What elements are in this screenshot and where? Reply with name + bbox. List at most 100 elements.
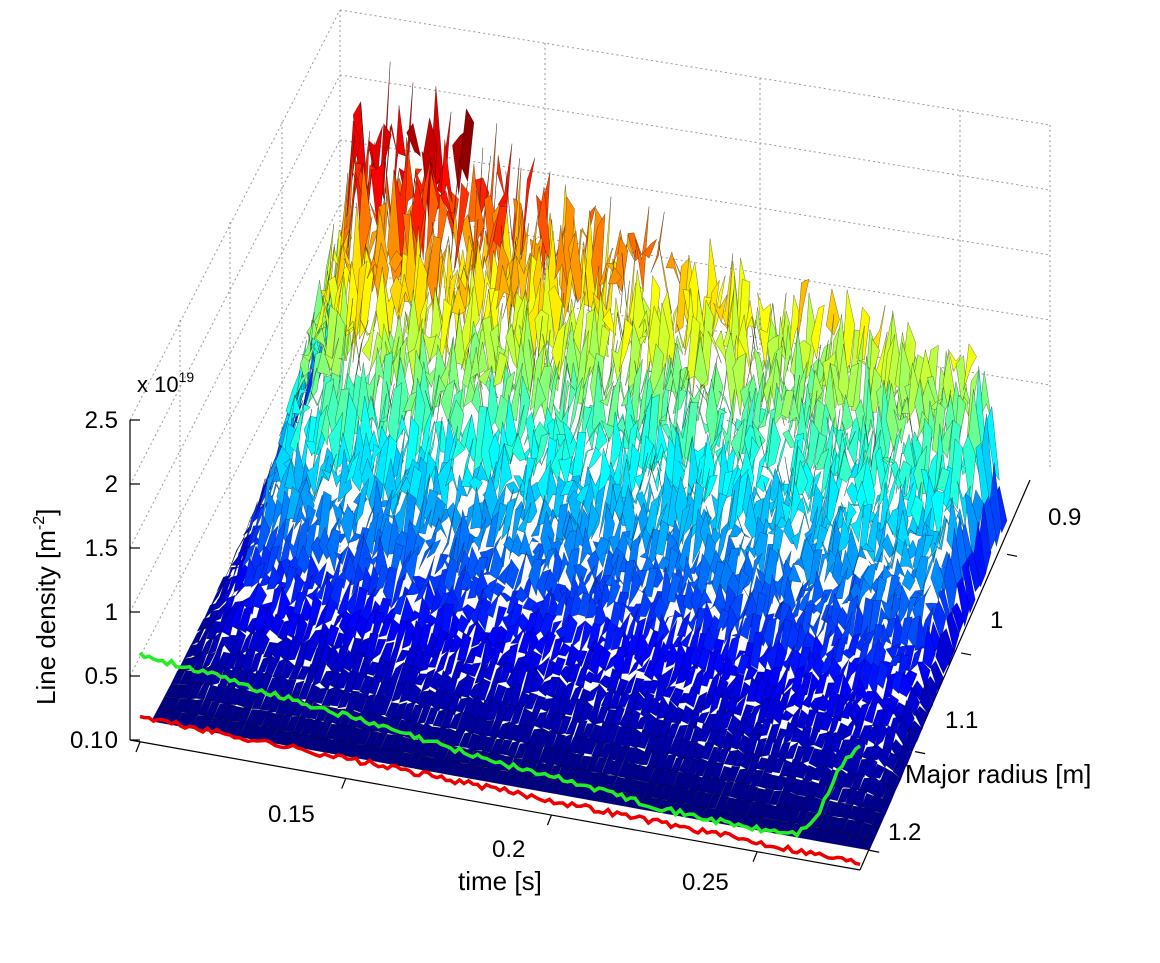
surface-cell bbox=[636, 729, 651, 749]
surface-cell bbox=[906, 615, 921, 649]
surface-cell bbox=[364, 512, 379, 555]
surface-cell bbox=[782, 430, 797, 449]
surface-cell bbox=[531, 377, 546, 425]
surface-cell bbox=[931, 490, 945, 547]
surface-cell bbox=[211, 683, 227, 704]
surface-cell bbox=[196, 616, 212, 632]
surface-cell bbox=[744, 494, 759, 539]
surface-cell bbox=[794, 459, 809, 496]
surface-cell bbox=[213, 610, 229, 634]
surface-cell bbox=[734, 468, 749, 524]
surface-cell bbox=[403, 390, 418, 412]
x-tick-label: 0.15 bbox=[268, 801, 315, 828]
surface-cell bbox=[498, 592, 514, 603]
surface-cell bbox=[628, 479, 643, 505]
surface-cell bbox=[753, 450, 768, 499]
surface-cell bbox=[748, 552, 763, 598]
surface-cell bbox=[759, 418, 774, 470]
surface-cell bbox=[642, 238, 658, 259]
surface-cell bbox=[264, 655, 280, 675]
surface-cell bbox=[454, 182, 470, 268]
surface-cell bbox=[247, 629, 262, 652]
surface-cell bbox=[526, 277, 542, 356]
surface-cell bbox=[460, 332, 475, 370]
surface-cell bbox=[619, 318, 634, 372]
surface-cell bbox=[601, 420, 616, 443]
z-axis-label-close: ] bbox=[31, 509, 61, 516]
surface-cell bbox=[379, 517, 395, 559]
surface-cell bbox=[700, 742, 715, 761]
surface-cell bbox=[261, 471, 276, 526]
surface-cell bbox=[787, 562, 802, 583]
surface-cell bbox=[713, 294, 728, 324]
surface-cell bbox=[485, 509, 501, 548]
surface-cell bbox=[326, 528, 341, 572]
surface-cell bbox=[501, 497, 516, 541]
surface-cell bbox=[736, 653, 751, 675]
surface-cell bbox=[782, 721, 797, 747]
surface-cell bbox=[389, 276, 405, 320]
surface-cell bbox=[922, 549, 937, 589]
surface-cell bbox=[266, 564, 282, 590]
surface-cell bbox=[528, 558, 543, 597]
surface-cell bbox=[829, 785, 844, 801]
surface-cell bbox=[935, 632, 949, 675]
surface-cell bbox=[445, 465, 460, 499]
surface-cell bbox=[680, 773, 695, 790]
x-tick-label: 0.1 bbox=[70, 727, 103, 754]
surface-cell bbox=[397, 274, 412, 313]
surface-cell bbox=[584, 684, 600, 703]
surface-cell bbox=[749, 632, 764, 670]
surface-cell bbox=[560, 196, 575, 313]
surface-cell bbox=[427, 648, 442, 668]
surface-cell bbox=[594, 536, 610, 569]
surface-cell bbox=[719, 390, 733, 421]
surface-cell bbox=[442, 649, 458, 679]
y-tick-mark bbox=[869, 849, 880, 853]
surface-cell bbox=[694, 757, 709, 777]
y-tick-mark bbox=[1006, 553, 1018, 557]
surface-cell bbox=[675, 258, 690, 334]
surface-cell bbox=[199, 634, 215, 657]
surface-cell bbox=[761, 466, 776, 481]
surface-cell bbox=[630, 747, 646, 765]
surface-cell bbox=[480, 635, 495, 668]
surface-cell bbox=[488, 721, 503, 740]
surface-cell bbox=[674, 476, 689, 545]
surface-cell bbox=[732, 694, 747, 716]
surface-cell bbox=[378, 618, 393, 638]
surface-cell bbox=[261, 605, 277, 641]
surface-cell bbox=[498, 663, 513, 684]
surface-cell bbox=[730, 673, 745, 703]
surface-cell bbox=[874, 779, 889, 799]
surface-cell bbox=[577, 592, 592, 617]
surface-cell bbox=[839, 549, 854, 581]
surface-cell bbox=[565, 715, 580, 735]
surface-cell bbox=[451, 438, 466, 462]
surface-cell bbox=[719, 710, 734, 730]
surface-cell bbox=[510, 628, 525, 644]
surface-cell bbox=[694, 337, 708, 387]
surface-cell bbox=[813, 594, 827, 615]
surface-cell bbox=[859, 658, 873, 691]
surface-cell bbox=[826, 288, 840, 336]
surface-cell bbox=[354, 615, 370, 641]
surface-cell bbox=[300, 717, 316, 735]
surface-cell bbox=[686, 437, 701, 505]
surface-cell bbox=[445, 157, 461, 235]
surface-cell bbox=[707, 794, 722, 809]
surface-cell bbox=[624, 521, 639, 551]
surface-cell bbox=[833, 636, 848, 665]
surface-cell bbox=[406, 122, 421, 157]
surface-cell bbox=[830, 673, 845, 699]
surface-cell bbox=[731, 608, 746, 639]
surface-cell bbox=[579, 527, 594, 567]
surface-cell bbox=[537, 187, 552, 266]
surface-cell bbox=[557, 642, 572, 657]
surface-cell bbox=[285, 486, 301, 520]
surface-cell bbox=[962, 558, 976, 614]
surface-cell bbox=[634, 713, 649, 730]
surface-cell bbox=[585, 501, 600, 546]
surface-cell bbox=[537, 678, 552, 697]
surface-cell bbox=[348, 532, 364, 544]
